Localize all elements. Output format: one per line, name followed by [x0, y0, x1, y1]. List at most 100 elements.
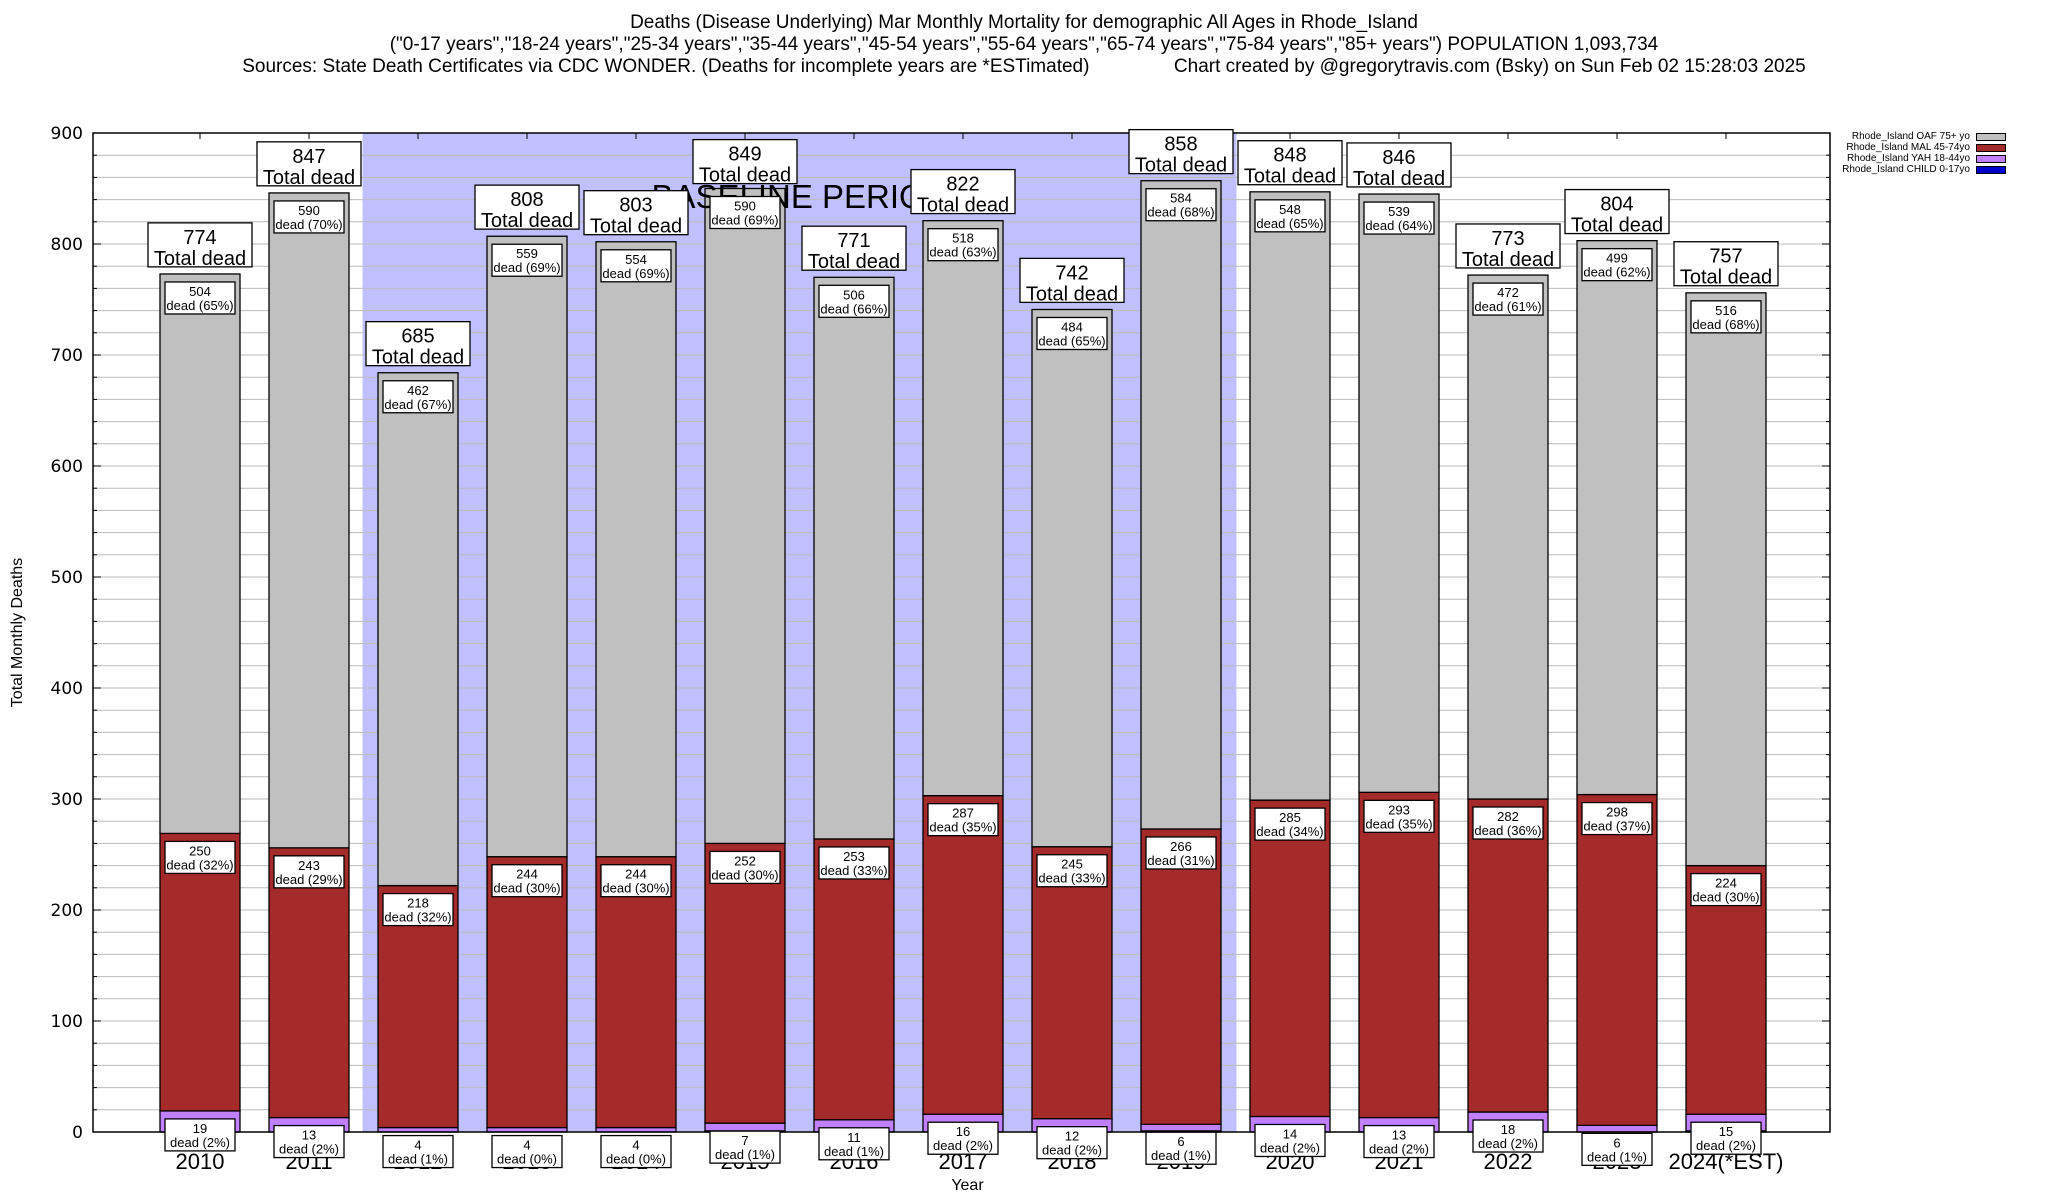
- legend-swatch: [1976, 143, 2006, 152]
- segment-label-box: [818, 846, 890, 880]
- segment-label-text: dead (65%): [1038, 333, 1105, 348]
- segment-label-value: 7: [741, 1133, 748, 1148]
- segment-label-value: 218: [407, 896, 429, 911]
- legend-item: Rhode_Island CHILD 0-17yo: [1842, 164, 2006, 175]
- segment-label-text: dead (35%): [929, 820, 996, 835]
- bar-segment: [268, 192, 350, 849]
- total-label-value: 774: [183, 227, 216, 249]
- total-label-box: [583, 190, 689, 236]
- segment-label-value: 250: [189, 843, 211, 858]
- total-label-box: [1128, 128, 1234, 175]
- segment-label-box: [273, 1124, 345, 1159]
- bar-segment: [922, 795, 1004, 1115]
- segment-label-text: dead (1%): [1587, 1149, 1647, 1164]
- segment-label-text: dead (2%): [279, 1142, 339, 1157]
- segment-label-value: 559: [516, 246, 538, 261]
- segment-label-text: dead (1%): [824, 1144, 884, 1159]
- segment-label-text: dead (0%): [606, 1152, 666, 1167]
- y-tick-label: 600: [51, 457, 83, 477]
- segment-label-box: [1581, 248, 1653, 282]
- segment-label-value: 12: [1065, 1129, 1079, 1144]
- y-tick-label: 0: [72, 1123, 83, 1143]
- segment-label-text: dead (61%): [1474, 299, 1541, 314]
- total-label-text: Total dead: [1680, 267, 1772, 289]
- segment-label-text: dead (37%): [1583, 819, 1650, 834]
- chart-sources-credit: Sources: State Death Certificates via CD…: [0, 56, 2048, 78]
- segment-label-box: [273, 200, 345, 234]
- bar-segment: [1467, 274, 1549, 800]
- total-label-box: [801, 225, 907, 271]
- legend-label: Rhode_Island MAL 45-74yo: [1846, 142, 1970, 153]
- x-tick-label: 2022: [1484, 1149, 1533, 1174]
- total-label-value: 822: [946, 174, 979, 196]
- y-axis-label: Total Monthly Deaths: [9, 558, 26, 707]
- bar-segment: [1576, 240, 1658, 796]
- bar-segment: [1140, 828, 1222, 1125]
- segment-label-value: 6: [1177, 1134, 1184, 1149]
- bar-segment: [1031, 846, 1113, 1120]
- segment-label-text: dead (33%): [820, 863, 887, 878]
- segment-label-value: 516: [1715, 303, 1737, 318]
- segment-label-value: 11: [847, 1130, 861, 1145]
- bar-segment: [1576, 1124, 1658, 1133]
- segment-label-text: dead (32%): [384, 910, 451, 925]
- segment-label-box: [927, 228, 999, 262]
- bar-segment: [1031, 308, 1113, 848]
- segment-label-text: dead (2%): [1042, 1143, 1102, 1158]
- total-label-text: Total dead: [917, 195, 1009, 217]
- segment-label-value: 293: [1388, 802, 1410, 817]
- segment-label-box: [818, 1127, 890, 1161]
- segment-label-value: 484: [1061, 319, 1083, 334]
- segment-label-text: dead (65%): [166, 298, 233, 313]
- segment-label-box: [491, 243, 563, 277]
- bar-segment: [595, 856, 677, 1129]
- total-label-box: [692, 138, 798, 185]
- bar-segment: [1685, 864, 1767, 1115]
- total-label-box: [910, 168, 1016, 215]
- segment-label-text: dead (30%): [602, 881, 669, 896]
- y-tick-label: 500: [51, 568, 83, 588]
- segment-label-text: dead (1%): [1151, 1148, 1211, 1163]
- segment-label-text: dead (30%): [493, 881, 560, 896]
- segment-label-value: 243: [298, 858, 320, 873]
- bar-segment: [813, 838, 895, 1121]
- segment-label-box: [600, 1134, 672, 1169]
- segment-label-box: [382, 380, 454, 414]
- segment-label-box: [927, 803, 999, 837]
- legend-item: Rhode_Island YAH 18-44yo: [1842, 153, 2006, 164]
- bar-segment: [486, 235, 568, 858]
- segment-label-text: dead (1%): [388, 1152, 448, 1167]
- total-label-box: [1019, 257, 1125, 304]
- bar-segment: [704, 842, 786, 1124]
- segment-label-text: dead (63%): [929, 245, 996, 260]
- total-label-value: 742: [1055, 262, 1088, 284]
- sources-text: Sources: State Death Certificates via CD…: [242, 56, 1090, 77]
- segment-label-text: dead (2%): [1696, 1138, 1756, 1153]
- legend-label: Rhode_Island CHILD 0-17yo: [1842, 164, 1970, 175]
- total-label-text: Total dead: [1026, 283, 1118, 305]
- segment-label-text: dead (31%): [1147, 853, 1214, 868]
- bar-segment: [1358, 791, 1440, 1119]
- total-label-value: 849: [728, 144, 761, 166]
- segment-label-box: [1036, 854, 1108, 888]
- bar-segment: [704, 1122, 786, 1132]
- segment-label-value: 539: [1388, 204, 1410, 219]
